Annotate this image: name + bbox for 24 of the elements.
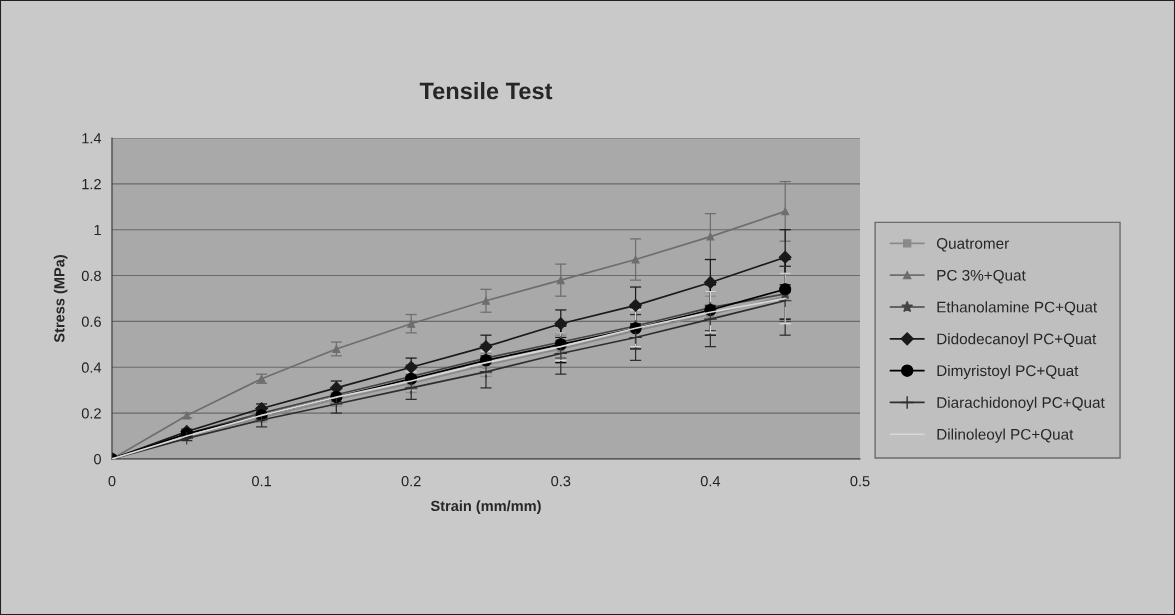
y-tick-label: 0.6 xyxy=(81,316,101,327)
chart-title: Tensile Test xyxy=(419,82,553,100)
x-tick-label: 0.4 xyxy=(700,476,721,487)
y-tick-label: 0 xyxy=(94,454,101,465)
y-axis-title: Stress (MPa) xyxy=(53,255,68,343)
legend-label: Quatromer xyxy=(936,238,1009,252)
x-tick-label: 0.2 xyxy=(401,476,421,487)
x-tick-label: 0.3 xyxy=(551,476,571,487)
legend-label: Diarachidonoyl PC+Quat xyxy=(937,396,1105,411)
y-tick-label: 1.2 xyxy=(82,178,101,190)
y-tick-label: 0.2 xyxy=(81,408,101,419)
legend-label: Didodecanoyl PC+Quat xyxy=(937,333,1097,348)
legend-label: PC 3%+Quat xyxy=(937,269,1026,284)
x-tick-label: 0 xyxy=(108,476,116,487)
x-tick-label: 0.5 xyxy=(850,476,870,487)
y-tick-label: 1.4 xyxy=(82,133,102,144)
legend-label: Dimyristoyl PC+Quat xyxy=(937,364,1079,380)
y-tick-label: 1 xyxy=(94,224,101,235)
y-tick-label: 0.4 xyxy=(81,362,102,373)
x-tick-label: 0.1 xyxy=(252,476,271,487)
legend-label: Dilinoleoyl PC+Quat xyxy=(937,428,1074,443)
y-tick-label: 0.8 xyxy=(81,270,101,281)
legend-label: Ethanolamine PC+Quat xyxy=(937,301,1098,316)
x-axis-title: Strain (mm/mm) xyxy=(430,500,541,514)
